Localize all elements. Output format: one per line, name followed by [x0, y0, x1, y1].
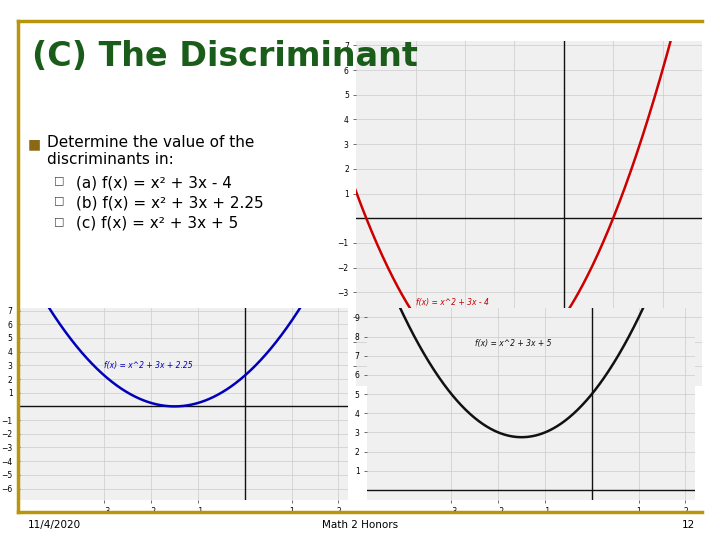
Text: f(x) = x^2 + 3x + 2.25: f(x) = x^2 + 3x + 2.25	[104, 361, 193, 370]
Text: ■: ■	[27, 138, 40, 152]
Text: □: □	[54, 195, 65, 206]
Text: Determine the value of the: Determine the value of the	[47, 135, 254, 150]
Text: □: □	[54, 176, 65, 186]
Text: (a) f(x) = x² + 3x - 4: (a) f(x) = x² + 3x - 4	[76, 176, 231, 191]
Text: Math 2 Honors: Math 2 Honors	[322, 520, 398, 530]
Text: □: □	[54, 216, 65, 226]
Text: (b) f(x) = x² + 3x + 2.25: (b) f(x) = x² + 3x + 2.25	[76, 195, 264, 211]
Text: 11/4/2020: 11/4/2020	[27, 520, 81, 530]
Text: (c) f(x) = x² + 3x + 5: (c) f(x) = x² + 3x + 5	[76, 216, 238, 231]
Text: f(x) = x^2 + 3x + 5: f(x) = x^2 + 3x + 5	[475, 339, 552, 348]
Text: f(x) = x^2 + 3x - 4: f(x) = x^2 + 3x - 4	[415, 298, 489, 307]
Text: 12: 12	[682, 520, 695, 530]
Text: discriminants in:: discriminants in:	[47, 152, 174, 167]
Text: (C) The Discriminant: (C) The Discriminant	[32, 40, 418, 73]
